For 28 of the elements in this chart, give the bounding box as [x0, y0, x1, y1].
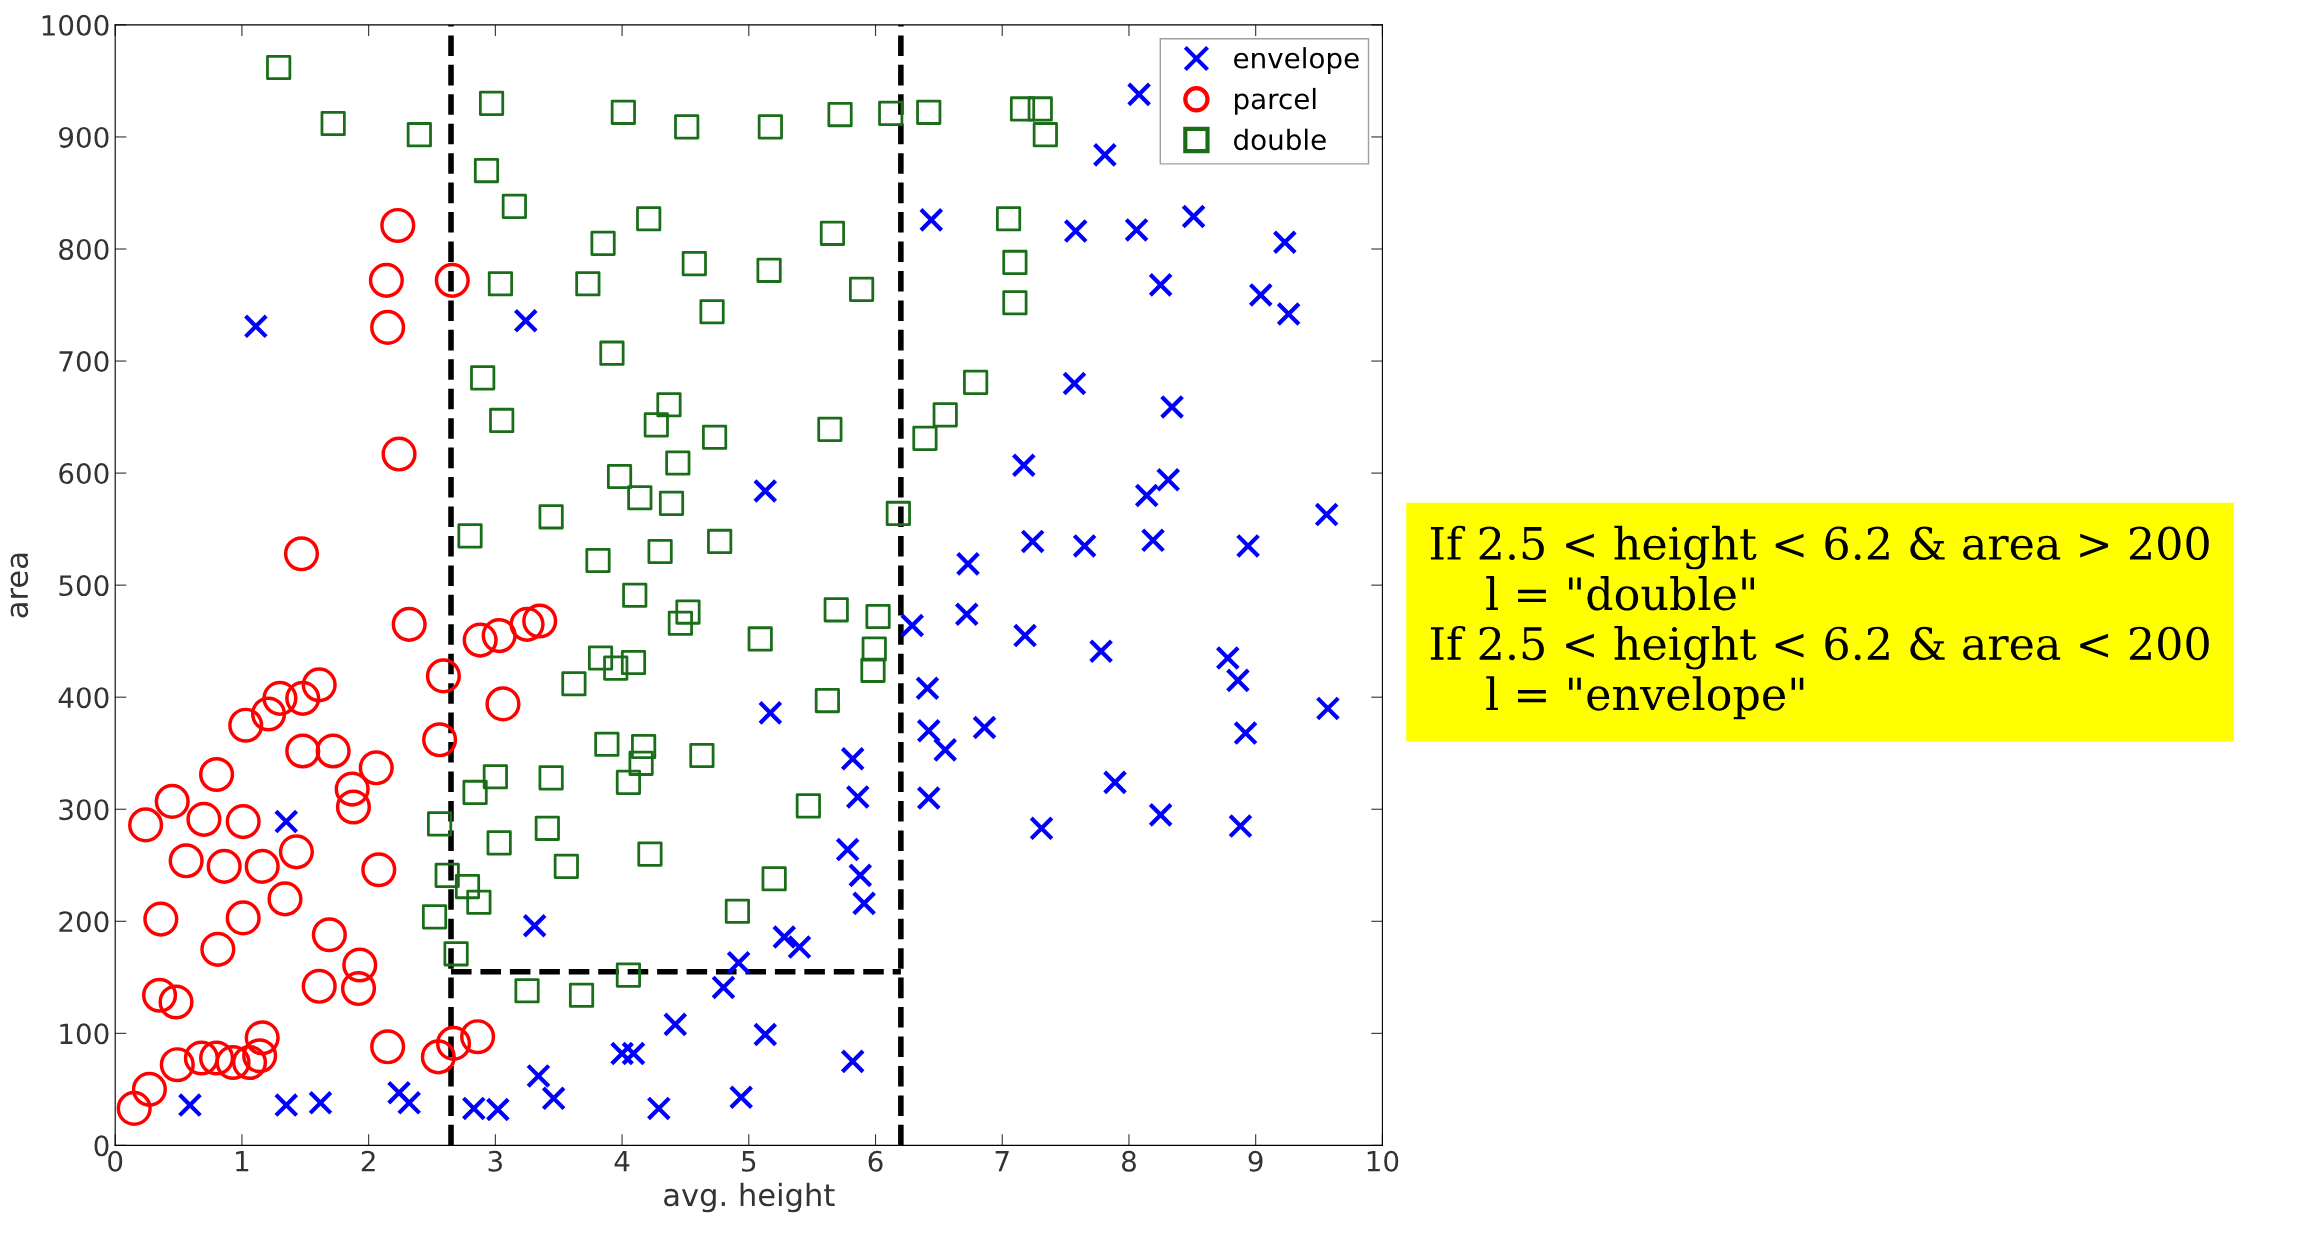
y-tick-label: 0 [94, 1135, 109, 1157]
y-tick-label: 1000 [42, 14, 109, 36]
x-tick-label: 10 [1367, 1150, 1399, 1172]
x-tick-label: 9 [1248, 1150, 1263, 1172]
y-tick-label: 300 [59, 799, 109, 821]
x-tick-label: 1 [236, 1151, 249, 1172]
x-axis-title: avg. height [664, 1182, 835, 1213]
legend-label: envelope [1234, 47, 1359, 75]
y-tick-label: 700 [59, 350, 109, 372]
x-tick-label: 5 [742, 1151, 756, 1172]
y-tick-label: 900 [59, 126, 109, 148]
x-tick-label: 6 [868, 1150, 883, 1172]
y-tick-label: 800 [59, 238, 109, 260]
x-tick-label: 2 [361, 1150, 375, 1172]
y-axis-title: area [10, 553, 29, 618]
legend-label: parcel [1235, 87, 1316, 115]
x-tick-label: 4 [614, 1151, 630, 1172]
y-tick-label: 200 [59, 911, 109, 933]
y-tick-label: 500 [59, 575, 109, 597]
y-tick-label: 400 [58, 687, 109, 709]
y-tick-label: 100 [60, 1023, 109, 1045]
legend-label: double [1234, 128, 1326, 151]
x-tick-label: 0 [108, 1150, 123, 1172]
y-tick-label: 600 [59, 463, 109, 485]
text: If 2.5 < height < 6.2 & area > 200 l = "double" If 2.5 < height < 6.2 & area < 200 l = "envelope" [1430, 525, 2209, 720]
x-tick-label: 8 [1122, 1150, 1136, 1172]
x-tick-label: 7 [995, 1151, 1009, 1172]
x-tick-label: 3 [488, 1150, 502, 1172]
